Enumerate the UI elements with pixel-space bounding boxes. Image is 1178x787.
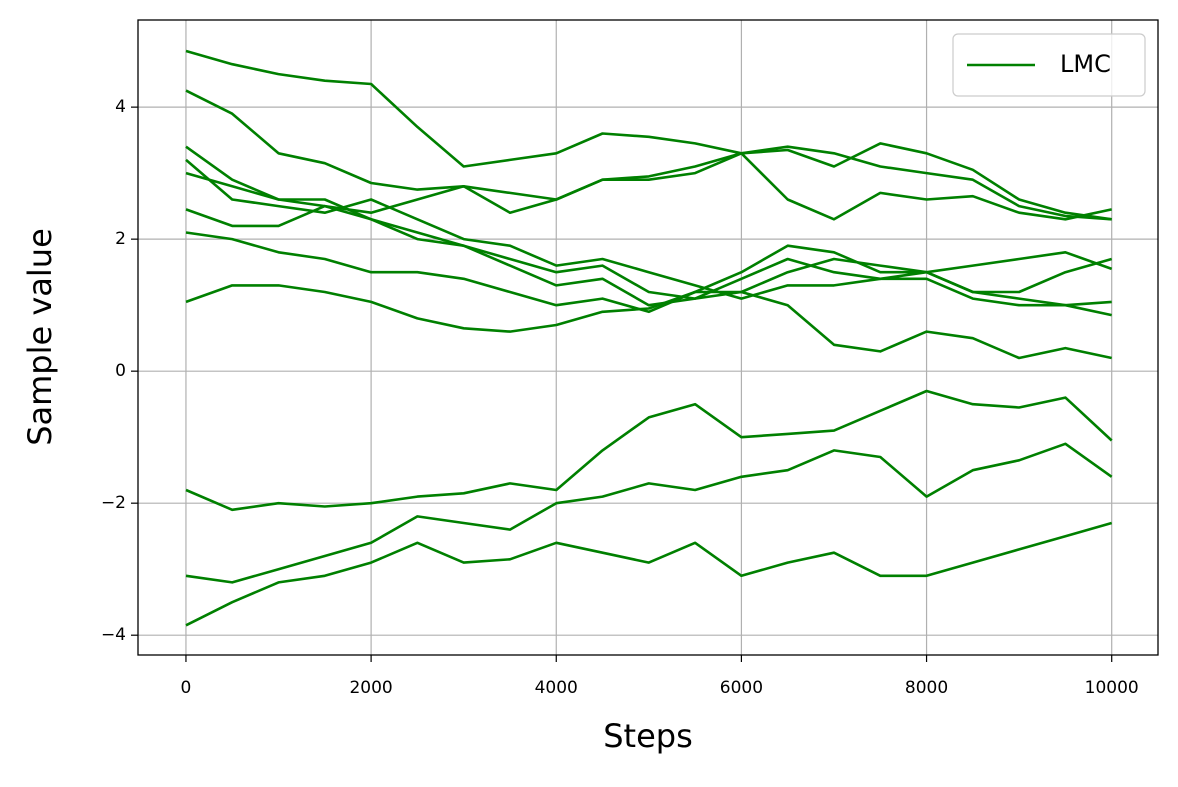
y-tick-label: −2: [101, 493, 126, 513]
series-line: [185, 244, 1113, 333]
y-tick-label: −4: [101, 625, 126, 645]
series-line: [185, 49, 1112, 221]
x-axis-label: Steps: [603, 717, 693, 755]
series-line: [185, 231, 1112, 360]
series-line: [185, 521, 1113, 627]
legend-label: LMC: [1060, 50, 1111, 78]
y-tick-label: 0: [115, 361, 126, 381]
plot-frame: [137, 19, 1159, 656]
series-line: [185, 389, 1113, 512]
series-line: [185, 89, 1112, 221]
x-tick-label: 4000: [535, 678, 578, 698]
y-axis-label: Sample value: [21, 228, 59, 446]
x-tick-label: 6000: [720, 678, 763, 698]
x-tick-label: 10000: [1085, 678, 1139, 698]
legend-box: [952, 33, 1146, 97]
x-tick-label: 0: [181, 678, 192, 698]
x-tick-label: 8000: [905, 678, 948, 698]
series-line: [185, 442, 1113, 584]
series-line: [185, 145, 1112, 221]
y-tick-label: 4: [115, 97, 126, 117]
series-line: [185, 204, 1113, 307]
x-tick-label: 2000: [349, 678, 392, 698]
y-tick-label: 2: [115, 229, 126, 249]
series-line: [185, 158, 1112, 317]
